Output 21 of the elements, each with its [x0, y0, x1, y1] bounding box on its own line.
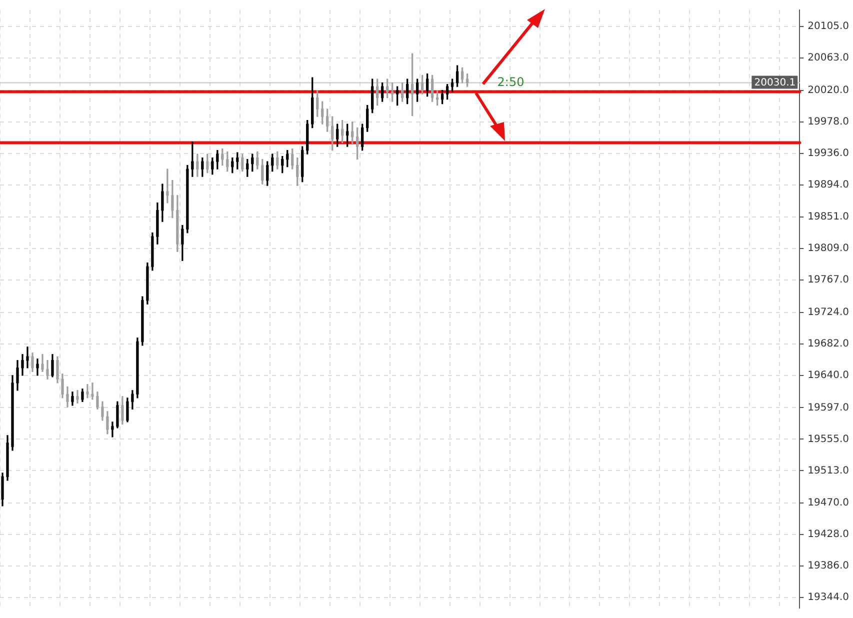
y-tick-label: 19555.0 — [808, 434, 850, 445]
y-tick-label: 19724.0 — [808, 306, 850, 318]
y-tick-label: 20105.0 — [808, 21, 850, 32]
y-tick-label: 19936.0 — [808, 148, 850, 159]
y-tick-label: 19894.0 — [808, 179, 850, 190]
ref-line-label: 20030.1 — [754, 77, 796, 88]
y-tick-label: 19809.0 — [808, 243, 850, 254]
y-tick-label: 19851.0 — [808, 212, 850, 223]
y-tick-label: 19470.0 — [808, 498, 850, 509]
y-tick-label: 19682.0 — [808, 338, 850, 350]
annotation: 2:50 — [497, 74, 524, 89]
y-tick-label: 19640.0 — [808, 370, 850, 381]
y-tick-label: 20020.0 — [808, 84, 850, 96]
y-tick-label: 19428.0 — [808, 529, 850, 540]
y-tick-label: 19344.0 — [808, 592, 850, 604]
y-tick-label: 19513.0 — [808, 465, 850, 476]
y-tick-label: 19767.0 — [808, 274, 850, 286]
y-tick-label: 19386.0 — [808, 560, 850, 572]
y-tick-label: 20063.0 — [808, 52, 850, 64]
y-tick-label: 19597.0 — [808, 402, 850, 414]
y-tick-label: 19978.0 — [808, 116, 850, 128]
